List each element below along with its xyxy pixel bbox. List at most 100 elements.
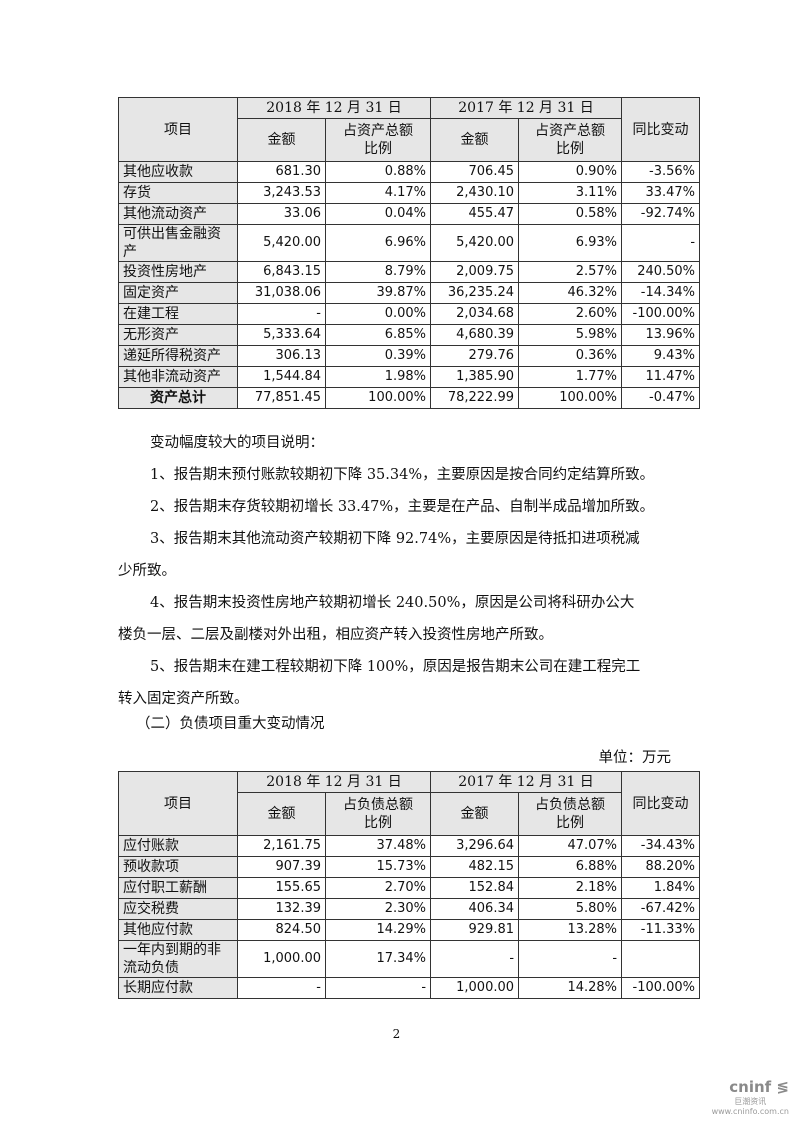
header-ratio: 占资产总额比例	[324, 118, 432, 162]
cell-value: 3,296.64	[430, 835, 520, 857]
table-row: 固定资产 31,038.06 39.87% 36,235.24 46.32% -14.34…	[118, 282, 701, 304]
section-title: （二）负债项目重大变动情况	[136, 716, 325, 732]
row-label: 无形资产	[118, 324, 238, 346]
cell-value: -67.42%	[621, 898, 701, 920]
cell-value: -	[430, 940, 520, 978]
row-label: 存货	[118, 182, 238, 204]
cell-value: 0.88%	[324, 161, 432, 183]
cell-value: 2.57%	[518, 261, 623, 283]
cell-value: 0.90%	[518, 161, 623, 183]
note-3-cont: 少所致。	[118, 563, 176, 579]
asset-table: 项目 2018 年 12 月 31 日 2017 年 12 月 31 日同比变动 金额…	[118, 97, 701, 409]
header-date-2018: 2018 年 12 月 31 日	[236, 97, 432, 119]
cell-value: 155.65	[237, 877, 326, 899]
row-label: 一年内到期的非流动负债	[118, 940, 238, 978]
header-item: 项目	[118, 771, 238, 836]
cell-value: 1.77%	[518, 366, 623, 388]
note-2: 2、报告期末存货较期初增长 33.47%，主要是在产品、自制半成品增加所致。	[150, 499, 655, 515]
cell-value: 2,161.75	[237, 835, 326, 857]
cell-value: 6.88%	[518, 856, 623, 878]
note-4-cont: 楼负一层、二层及副楼对外出租，相应资产转入投资性房地产所致。	[118, 627, 553, 643]
header-ratio: 占负债总额比例	[518, 792, 623, 836]
cell-value: -34.43%	[621, 835, 701, 857]
row-label: 预收款项	[118, 856, 238, 878]
header-amount: 金额	[430, 118, 520, 162]
total-value: 77,851.45	[237, 387, 326, 409]
cell-value: 2,034.68	[430, 303, 520, 325]
total-row: 资产总计 77,851.45 100.00% 78,222.99 100.00% -0.4…	[118, 387, 701, 409]
row-label: 长期应付款	[118, 977, 238, 999]
row-label: 应付账款	[118, 835, 238, 857]
cell-value: 1.98%	[324, 366, 432, 388]
cell-value: -3.56%	[621, 161, 701, 183]
cell-value: 4.17%	[324, 182, 432, 204]
total-value: -0.47%	[621, 387, 701, 409]
table-row: 存货 3,243.53 4.17% 2,430.10 3.11% 33.47%	[118, 182, 701, 204]
cell-value: 6.85%	[324, 324, 432, 346]
header-date-2017: 2017 年 12 月 31 日	[430, 97, 623, 119]
cell-value: 6.96%	[324, 224, 432, 262]
cell-value: 39.87%	[324, 282, 432, 304]
notes-heading: 变动幅度较大的项目说明：	[150, 435, 324, 451]
header-date-2018: 2018 年 12 月 31 日	[236, 771, 432, 793]
cell-value: 681.30	[237, 161, 326, 183]
row-label: 其他应付款	[118, 919, 238, 941]
cell-value: 17.34%	[324, 940, 432, 978]
header-item: 项目	[118, 97, 238, 162]
cell-value: 88.20%	[621, 856, 701, 878]
cell-value: 0.00%	[324, 303, 432, 325]
cell-value: 482.15	[430, 856, 520, 878]
cell-value: -14.34%	[621, 282, 701, 304]
cell-value: 5.80%	[518, 898, 623, 920]
cell-value: 0.39%	[324, 345, 432, 367]
table-row: 应付账款 2,161.75 37.48% 3,296.64 47.07% -34.43%	[118, 835, 701, 857]
header-ratio: 占负债总额比例	[324, 792, 432, 836]
row-label: 可供出售金融资产	[118, 224, 238, 262]
cell-value: 2.30%	[324, 898, 432, 920]
row-label: 其他非流动资产	[118, 366, 238, 388]
cell-value: 132.39	[237, 898, 326, 920]
cell-value: 0.36%	[518, 345, 623, 367]
header-change: 同比变动	[621, 771, 701, 836]
total-label: 资产总计	[118, 387, 238, 409]
cninfo-watermark: cninf ≶ 巨潮资讯 www.cninfo.com.cn	[711, 1078, 789, 1116]
table-row: 其他非流动资产 1,544.84 1.98% 1,385.90 1.77% 11.47%	[118, 366, 701, 388]
header-amount: 金额	[237, 118, 326, 162]
cell-value: 33.06	[237, 203, 326, 225]
table-row: 长期应付款 - -1,000.00 14.28% -100.00%	[118, 977, 701, 999]
cell-value: 14.29%	[324, 919, 432, 941]
cell-value: 5,420.00	[430, 224, 520, 262]
table-row: 投资性房地产 6,843.15 8.79% 2,009.75 2.57% 240.50%	[118, 261, 701, 283]
table-row: 其他流动资产 33.06 0.04% 455.47 0.58% -92.74%	[118, 203, 701, 225]
cell-value: 9.43%	[621, 345, 701, 367]
note-5-cont: 转入固定资产所致。	[118, 691, 249, 707]
header-date-2017: 2017 年 12 月 31 日	[430, 771, 623, 793]
cell-value: 8.79%	[324, 261, 432, 283]
cell-value: -	[237, 977, 326, 999]
cell-value: 5,333.64	[237, 324, 326, 346]
cell-value: -100.00%	[621, 977, 701, 999]
cell-value: -	[237, 303, 326, 325]
cell-value: 1,385.90	[430, 366, 520, 388]
cell-value: 3.11%	[518, 182, 623, 204]
row-label: 其他应收款	[118, 161, 238, 183]
cell-value: 1,000.00	[237, 940, 326, 978]
cell-value: 706.45	[430, 161, 520, 183]
cell-value: 4,680.39	[430, 324, 520, 346]
row-label: 应交税费	[118, 898, 238, 920]
unit-label: 单位：万元	[598, 750, 672, 766]
cell-value: 2.60%	[518, 303, 623, 325]
cell-value: -	[621, 224, 701, 262]
table-row: 递延所得税资产 306.13 0.39% 279.76 0.36% 9.43%	[118, 345, 701, 367]
table-row: 可供出售金融资产 5,420.00 6.96% 5,420.00 6.93% -	[118, 224, 701, 262]
cell-value: -	[518, 940, 623, 978]
total-value: 78,222.99	[430, 387, 520, 409]
cell-value	[621, 940, 701, 978]
cell-value: -100.00%	[621, 303, 701, 325]
page-number: 2	[392, 1027, 401, 1041]
table-row: 应交税费 132.39 2.30% 406.34 5.80% -67.42%	[118, 898, 701, 920]
liability-table: 项目 2018 年 12 月 31 日 2017 年 12 月 31 日同比变动 金额…	[118, 771, 701, 999]
note-4: 4、报告期末投资性房地产较期初增长 240.50%，原因是公司将科研办公大	[150, 595, 635, 611]
cell-value: 0.04%	[324, 203, 432, 225]
